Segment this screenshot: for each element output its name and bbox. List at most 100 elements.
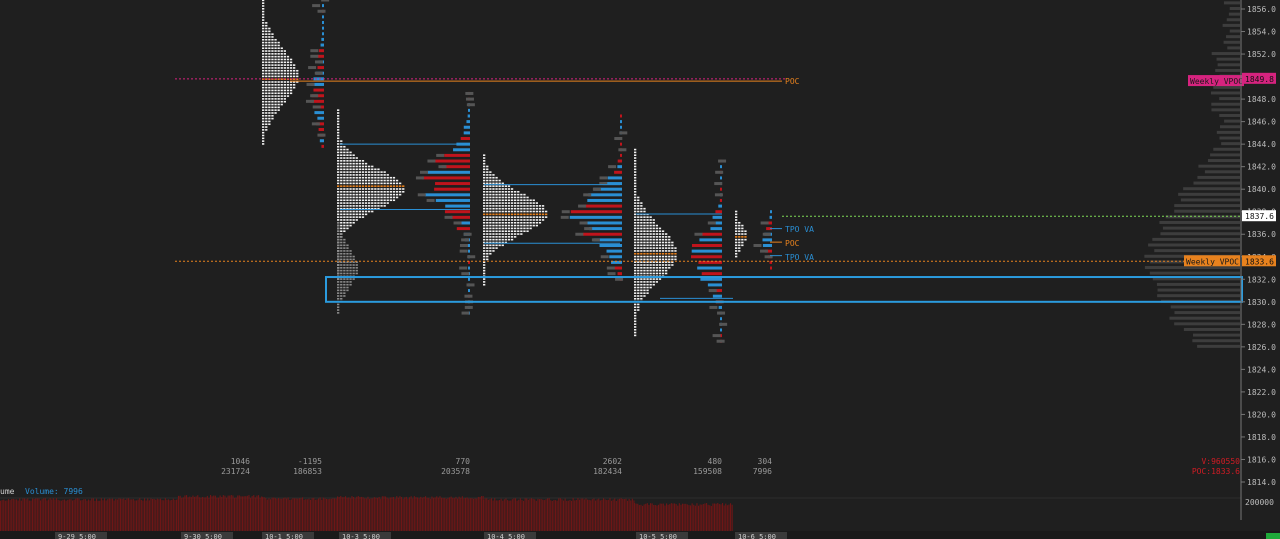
session3-tpo — [492, 191, 494, 193]
session2-tpo-lower — [343, 281, 345, 283]
session4-volume — [720, 328, 722, 331]
time-label[interactable]: 10-5 5:00 — [639, 533, 677, 539]
session5-tpo — [744, 230, 746, 232]
session2-tpo — [380, 197, 382, 199]
session4-tpo — [650, 230, 652, 232]
session3-tpo — [502, 230, 504, 232]
session3-tpo — [536, 211, 538, 213]
session3-tpo — [483, 180, 485, 182]
session1-tpo — [274, 81, 276, 83]
session2-tpo-lower — [337, 239, 339, 241]
session4-tpo — [653, 278, 655, 280]
session4-tpo — [634, 306, 636, 308]
volume-bar — [94, 501, 95, 531]
time-axis[interactable]: 9-29 5:00 9-30 5:00 10-1 5:00 10-3 5:00 10-4… — [0, 531, 1280, 539]
session2-tpo — [349, 174, 351, 176]
session3-tpo — [517, 219, 519, 221]
session4-tpo — [665, 256, 667, 258]
session4-tpo — [634, 298, 636, 300]
session1-tpo — [262, 101, 264, 103]
session4-tpo — [674, 253, 676, 255]
session3-volume-gray — [562, 210, 570, 213]
session2-tpo-lower — [343, 270, 345, 272]
volume-bar — [728, 505, 729, 531]
session1-tpo — [296, 70, 298, 72]
time-label[interactable]: 9-30 5:00 — [184, 533, 222, 539]
session4-tpo — [656, 278, 658, 280]
volume-bar — [106, 500, 107, 531]
session1-volume-gray — [308, 66, 316, 69]
session2-tpo — [343, 180, 345, 182]
session3-tpo — [486, 250, 488, 252]
volume-bar — [648, 505, 649, 531]
session3-tpo — [483, 208, 485, 210]
session4-tpo — [646, 230, 648, 232]
session3-tpo — [514, 222, 516, 224]
volume-bar — [507, 500, 508, 531]
session2-tpo — [362, 160, 364, 162]
volume-bar — [296, 498, 297, 531]
session3-tpo — [526, 222, 528, 224]
session1-tpo — [290, 64, 292, 66]
summary-volume: V:960550 — [1201, 457, 1240, 466]
session3-volume — [583, 233, 622, 236]
time-label[interactable]: 10-4 5:00 — [487, 533, 525, 539]
session4-tpo — [656, 273, 658, 275]
volume-bar — [668, 505, 669, 531]
time-label[interactable]: 10-1 5:00 — [265, 533, 303, 539]
session1-tpo — [281, 59, 283, 61]
volume-bar — [640, 505, 641, 531]
session3-tpo — [517, 214, 519, 216]
session2-tpo-lower — [340, 236, 342, 238]
time-label[interactable]: 10-6 5:00 — [738, 533, 776, 539]
session1-tpo — [268, 118, 270, 120]
session3-tpo — [495, 216, 497, 218]
volume-bar — [98, 501, 99, 531]
volume-bar — [58, 500, 59, 531]
session2-tpo-lower — [340, 233, 342, 235]
session3-tpo — [523, 197, 525, 199]
session2-tpo — [396, 197, 398, 199]
session2-tpo — [349, 202, 351, 204]
composite-volume-bar — [1211, 103, 1240, 106]
session4-tpo — [637, 245, 639, 247]
session2-tpo — [377, 205, 379, 207]
session3-tpo — [508, 208, 510, 210]
volume-bar — [449, 497, 450, 531]
session4-tpo — [643, 219, 645, 221]
volume-bar — [366, 499, 367, 531]
connection-status-indicator[interactable] — [1266, 533, 1280, 539]
volume-bar — [337, 496, 338, 531]
session2-volume — [434, 188, 470, 191]
session3-tpo — [492, 219, 494, 221]
composite-volume-bar — [1181, 198, 1240, 201]
time-label[interactable]: 10-3 5:00 — [342, 533, 380, 539]
session2-tpo — [349, 163, 351, 165]
session3-tpo — [483, 278, 485, 280]
session4-volume — [720, 199, 722, 202]
session4-tpo — [653, 239, 655, 241]
session5-tpo — [738, 222, 740, 224]
volume-bar — [114, 501, 115, 531]
session4-tpo — [634, 183, 636, 185]
session1-tpo — [274, 109, 276, 111]
volume-bar — [549, 498, 550, 531]
session1-tpo — [290, 84, 292, 86]
time-label[interactable]: 9-29 5:00 — [58, 533, 96, 539]
session3-tpo — [526, 216, 528, 218]
session4-tpo — [650, 281, 652, 283]
session2-tpo — [353, 154, 355, 156]
volume-bar — [688, 505, 689, 531]
volume-bar — [534, 499, 535, 531]
session3-tpo — [520, 230, 522, 232]
session1-tpo — [271, 56, 273, 58]
session-volume: 186853 — [293, 467, 322, 476]
session-delta: -1195 — [298, 457, 322, 466]
session1-tpo — [265, 90, 267, 92]
session3-tpo — [511, 197, 513, 199]
session2-volume-gray — [461, 238, 469, 241]
session2-volume-gray — [427, 199, 435, 202]
session3-tpo — [502, 194, 504, 196]
